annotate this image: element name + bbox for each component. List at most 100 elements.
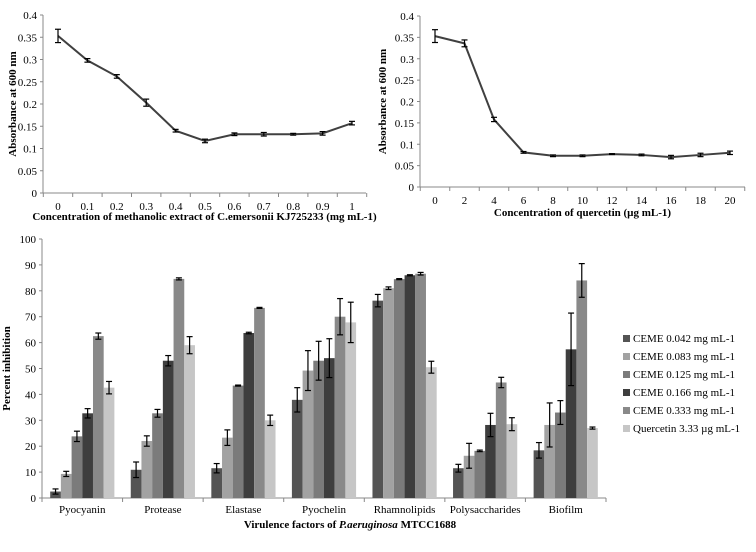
y-tick-label: 50: [25, 364, 37, 376]
y-tick-label: 0.1: [23, 144, 37, 156]
bar: [162, 360, 174, 498]
error-bar: [609, 153, 615, 156]
legend-swatch: [623, 389, 630, 396]
error-bar: [491, 116, 497, 123]
legend: CEME 0.042 mg mL-1 CEME 0.083 mg mL-1 CEME…: [623, 333, 740, 435]
error-bar: [113, 74, 120, 79]
error-bar: [213, 462, 220, 474]
x-tick-label: 18: [695, 195, 707, 207]
y-tick-label: 10: [25, 467, 37, 479]
legend-swatch: [623, 335, 630, 342]
x-tick-label: 0.6: [228, 201, 242, 213]
y-tick-label: 0: [409, 182, 415, 194]
x-tick-label: 12: [607, 195, 618, 207]
error-bar: [175, 277, 182, 281]
x-tick-label: 2: [462, 195, 468, 207]
legend-label: CEME 0.083 mg mL-1: [633, 351, 735, 363]
error-bar: [267, 414, 274, 427]
y-tick-label: 0.2: [23, 99, 37, 111]
x-tick-label: 0.4: [169, 201, 183, 213]
x-tick-label: 6: [521, 195, 527, 207]
error-bar: [417, 271, 424, 276]
error-bar: [224, 429, 231, 447]
x-axis-title-part: Virulence factors of: [244, 519, 339, 531]
bar: [587, 428, 598, 498]
bar-group-protease: [130, 278, 195, 498]
error-bar: [52, 488, 59, 495]
error-bar: [406, 274, 413, 277]
y-axis-title: Absorbance at 600 nm: [7, 51, 19, 156]
bar: [576, 280, 588, 498]
y-axis-title: Absorbance at 600 nm: [377, 49, 389, 154]
y-tick-label: 60: [25, 338, 37, 350]
bar: [211, 468, 223, 498]
bar: [264, 420, 276, 498]
y-tick-label: 70: [25, 312, 37, 324]
x-tick-label: Biofilm: [549, 504, 584, 516]
bar: [485, 424, 496, 498]
y-tick-label: 90: [25, 260, 37, 272]
bar: [474, 450, 486, 498]
error-bar: [432, 29, 438, 44]
x-axis-title: Concentration of quercetin (µg mL-1): [494, 207, 672, 219]
bar: [243, 333, 255, 498]
error-bar: [638, 153, 645, 157]
error-bar: [290, 132, 297, 136]
error-bar: [520, 150, 527, 154]
bar-group-pyochelin: [291, 316, 357, 498]
error-bar: [589, 426, 596, 430]
bar: [232, 385, 244, 498]
legend-swatch: [623, 407, 630, 414]
x-tick-label: 0.9: [316, 201, 330, 213]
bar: [152, 413, 163, 498]
bar: [555, 412, 566, 498]
error-bar: [668, 154, 674, 160]
error-bar: [498, 376, 505, 389]
error-bar: [133, 461, 140, 479]
legend-label: CEME 0.125 mg mL-1: [633, 369, 735, 381]
error-bar: [546, 402, 553, 448]
legend-label: Quercetin 3.33 µg mL-1: [633, 423, 740, 435]
x-tick-label: 10: [577, 195, 589, 207]
data-line: [57, 35, 353, 142]
y-tick-label: 0.05: [395, 161, 415, 173]
x-axis-title: Virulence factors of P.aeruginosa MTCC16…: [244, 519, 457, 531]
bar: [495, 382, 507, 498]
y-tick-label: 80: [25, 286, 37, 298]
y-axis-title: Percent inhibition: [1, 326, 13, 410]
bar-group-elastase: [211, 307, 276, 498]
bar-group-polysaccharides: [453, 382, 518, 498]
y-tick-label: 0.4: [23, 10, 37, 22]
x-tick-label: 0: [432, 195, 438, 207]
x-tick-label: 0.5: [198, 201, 212, 213]
legend-swatch: [623, 425, 630, 432]
y-tick-label: 0.35: [395, 32, 415, 44]
legend-label: CEME 0.333 mg mL-1: [633, 405, 735, 417]
y-tick-label: 0: [32, 188, 38, 200]
error-bar: [557, 400, 564, 426]
bar: [415, 273, 426, 498]
legend-label: CEME 0.042 mg mL-1: [633, 333, 735, 345]
bar: [533, 450, 545, 498]
bar: [173, 278, 185, 498]
error-bar: [55, 28, 61, 44]
error-bar: [260, 131, 267, 137]
bar: [453, 468, 464, 498]
error-bar: [165, 354, 172, 367]
bar-group-rhamnolipids: [372, 273, 437, 498]
bar: [82, 413, 93, 498]
error-bar: [326, 338, 333, 379]
y-tick-label: 30: [25, 415, 37, 427]
error-bar: [550, 154, 556, 158]
error-bar: [349, 120, 355, 126]
legend-label: CEME 0.166 mg mL-1: [633, 387, 735, 399]
error-bar: [337, 297, 344, 336]
x-tick-label: 0.1: [81, 201, 95, 213]
error-bar: [455, 463, 462, 473]
y-tick-label: 0.1: [400, 139, 414, 151]
error-bar: [95, 332, 102, 340]
x-tick-label: 8: [550, 195, 556, 207]
y-tick-label: 0.15: [395, 118, 415, 130]
y-tick-label: 0.35: [18, 32, 38, 44]
